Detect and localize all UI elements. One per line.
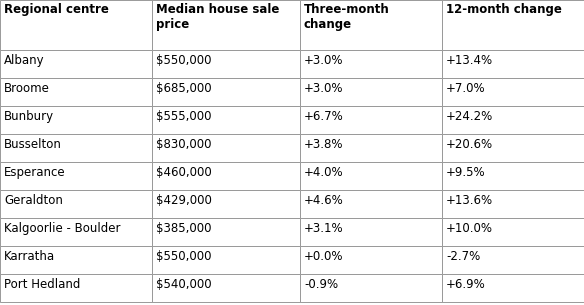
Text: -2.7%: -2.7% bbox=[446, 250, 480, 263]
Bar bbox=[300, 190, 442, 218]
Bar bbox=[152, 190, 300, 218]
Text: Broome: Broome bbox=[4, 82, 50, 95]
Text: Median house sale
price: Median house sale price bbox=[156, 3, 279, 31]
Bar bbox=[442, 106, 584, 134]
Bar bbox=[0, 50, 152, 78]
Text: -0.9%: -0.9% bbox=[304, 278, 338, 291]
Text: Three-month
change: Three-month change bbox=[304, 3, 390, 31]
Text: +4.0%: +4.0% bbox=[304, 166, 343, 179]
Bar bbox=[442, 246, 584, 274]
Bar bbox=[442, 274, 584, 302]
Bar bbox=[152, 106, 300, 134]
Bar bbox=[300, 274, 442, 302]
Text: $550,000: $550,000 bbox=[156, 250, 211, 263]
Bar bbox=[442, 218, 584, 246]
Bar bbox=[300, 162, 442, 190]
Bar bbox=[442, 162, 584, 190]
Text: $830,000: $830,000 bbox=[156, 138, 211, 151]
Bar bbox=[152, 0, 300, 50]
Text: $685,000: $685,000 bbox=[156, 82, 211, 95]
Bar bbox=[442, 50, 584, 78]
Bar bbox=[152, 246, 300, 274]
Text: +24.2%: +24.2% bbox=[446, 110, 493, 123]
Bar bbox=[0, 78, 152, 106]
Text: +13.6%: +13.6% bbox=[446, 194, 493, 207]
Bar bbox=[0, 190, 152, 218]
Bar bbox=[442, 0, 584, 50]
Text: Kalgoorlie - Boulder: Kalgoorlie - Boulder bbox=[4, 222, 120, 235]
Text: Regional centre: Regional centre bbox=[4, 3, 109, 16]
Bar bbox=[152, 134, 300, 162]
Text: +3.0%: +3.0% bbox=[304, 82, 343, 95]
Text: +13.4%: +13.4% bbox=[446, 54, 493, 67]
Bar bbox=[152, 162, 300, 190]
Bar bbox=[152, 78, 300, 106]
Text: +9.5%: +9.5% bbox=[446, 166, 486, 179]
Bar bbox=[442, 78, 584, 106]
Bar bbox=[152, 274, 300, 302]
Text: +0.0%: +0.0% bbox=[304, 250, 343, 263]
Text: +7.0%: +7.0% bbox=[446, 82, 486, 95]
Text: +3.8%: +3.8% bbox=[304, 138, 343, 151]
Bar bbox=[442, 134, 584, 162]
Text: +6.7%: +6.7% bbox=[304, 110, 344, 123]
Text: +6.9%: +6.9% bbox=[446, 278, 486, 291]
Bar bbox=[300, 134, 442, 162]
Text: Port Hedland: Port Hedland bbox=[4, 278, 81, 291]
Text: +10.0%: +10.0% bbox=[446, 222, 493, 235]
Text: $385,000: $385,000 bbox=[156, 222, 211, 235]
Text: 12-month change: 12-month change bbox=[446, 3, 562, 16]
Bar bbox=[0, 274, 152, 302]
Bar bbox=[0, 218, 152, 246]
Bar bbox=[0, 246, 152, 274]
Text: +3.1%: +3.1% bbox=[304, 222, 343, 235]
Bar bbox=[300, 50, 442, 78]
Text: $460,000: $460,000 bbox=[156, 166, 212, 179]
Bar bbox=[300, 78, 442, 106]
Text: $550,000: $550,000 bbox=[156, 54, 211, 67]
Bar bbox=[300, 218, 442, 246]
Bar bbox=[0, 162, 152, 190]
Bar bbox=[442, 190, 584, 218]
Text: Karratha: Karratha bbox=[4, 250, 55, 263]
Text: +20.6%: +20.6% bbox=[446, 138, 493, 151]
Text: +4.6%: +4.6% bbox=[304, 194, 344, 207]
Text: Albany: Albany bbox=[4, 54, 44, 67]
Bar bbox=[300, 106, 442, 134]
Bar bbox=[0, 106, 152, 134]
Text: $429,000: $429,000 bbox=[156, 194, 212, 207]
Text: Bunbury: Bunbury bbox=[4, 110, 54, 123]
Bar bbox=[0, 0, 152, 50]
Text: Geraldton: Geraldton bbox=[4, 194, 63, 207]
Bar bbox=[0, 134, 152, 162]
Text: $540,000: $540,000 bbox=[156, 278, 211, 291]
Bar bbox=[300, 246, 442, 274]
Text: $555,000: $555,000 bbox=[156, 110, 211, 123]
Text: +3.0%: +3.0% bbox=[304, 54, 343, 67]
Text: Esperance: Esperance bbox=[4, 166, 65, 179]
Bar bbox=[152, 50, 300, 78]
Bar bbox=[300, 0, 442, 50]
Text: Busselton: Busselton bbox=[4, 138, 62, 151]
Bar bbox=[152, 218, 300, 246]
